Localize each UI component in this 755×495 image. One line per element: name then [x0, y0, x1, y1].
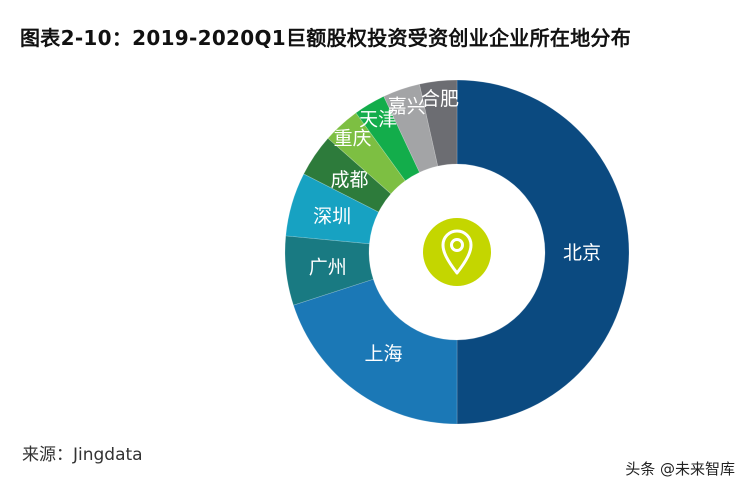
slice-label: 天津 — [359, 109, 397, 131]
slice-嘉兴 — [383, 83, 439, 173]
slice-label: 上海 — [365, 343, 403, 365]
slice-label: 北京 — [563, 242, 601, 264]
chart-title: 图表2-10：2019-2020Q1巨额股权投资受资创业企业所在地分布 — [20, 26, 632, 50]
slice-上海 — [292, 278, 458, 425]
slice-天津 — [355, 95, 420, 182]
source-note: 来源：Jingdata — [22, 445, 143, 465]
slice-广州 — [284, 235, 374, 306]
slice-label: 重庆 — [334, 127, 372, 149]
slice-北京 — [456, 79, 630, 425]
slice-成都 — [303, 137, 392, 213]
slice-合肥 — [419, 79, 458, 167]
slice-label: 合肥 — [421, 88, 459, 110]
slice-label: 成都 — [330, 169, 368, 191]
map-pin-icon — [441, 229, 473, 275]
slice-深圳 — [285, 173, 380, 245]
watermark: 头条 @未来智库 — [625, 460, 735, 478]
slice-重庆 — [327, 112, 406, 195]
slice-label: 嘉兴 — [388, 95, 426, 117]
slice-label: 深圳 — [313, 206, 351, 228]
slice-label: 广州 — [309, 256, 347, 278]
